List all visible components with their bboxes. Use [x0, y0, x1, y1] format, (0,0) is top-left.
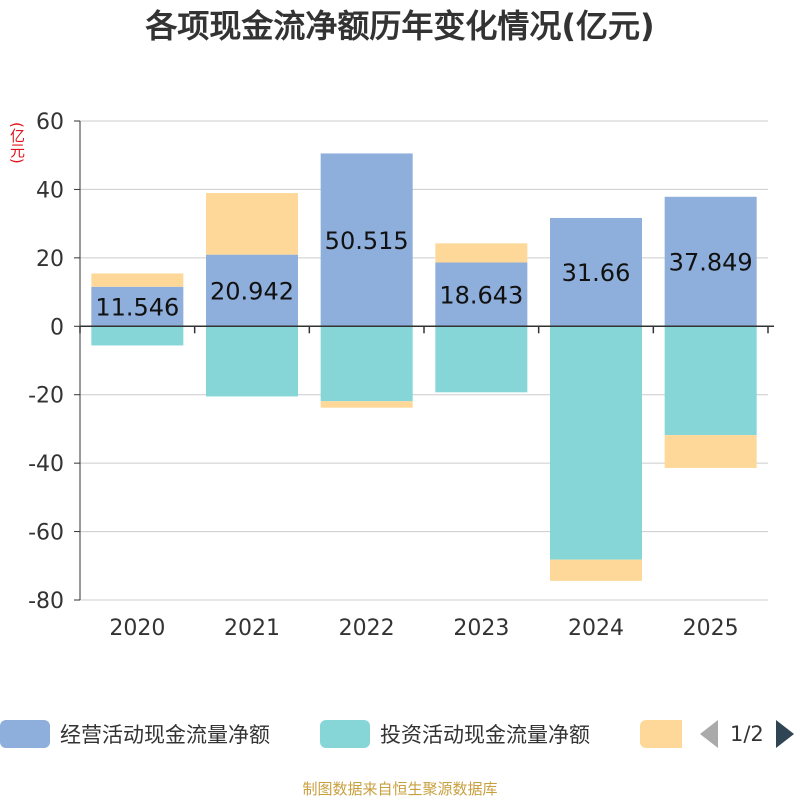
legend-item-operating[interactable]: 经营活动现金流量净额	[0, 716, 270, 752]
bar-0-2025	[664, 196, 757, 327]
y-tick-label: -40	[28, 452, 64, 477]
bar-0-2023	[435, 262, 528, 327]
bar-2-2022	[320, 401, 413, 408]
x-tick-label: 2025	[683, 616, 739, 641]
data-label: 18.643	[439, 281, 523, 309]
y-tick-label: 40	[36, 178, 64, 203]
bar-1-2022	[320, 326, 413, 402]
x-tick-label: 2024	[568, 616, 624, 641]
bar-1-2020	[91, 326, 184, 346]
y-tick-label: 0	[50, 315, 64, 340]
y-tick-label: 20	[36, 247, 64, 272]
legend: 经营活动现金流量净额 投资活动现金流量净额 1/2	[0, 716, 800, 752]
legend-item-investing[interactable]: 投资活动现金流量净额	[320, 716, 590, 752]
y-tick-label: 60	[36, 110, 64, 135]
bar-2-2021	[206, 193, 298, 255]
y-tick-label: -60	[28, 521, 64, 546]
legend-page-indicator: 1/2	[730, 722, 764, 746]
bar-1-2025	[664, 326, 757, 436]
legend-label-operating: 经营活动现金流量净额	[60, 723, 270, 747]
x-tick-label: 2022	[339, 616, 395, 641]
data-label: 37.849	[669, 249, 753, 277]
previous-page-icon[interactable]	[700, 720, 718, 748]
bar-0-2022	[320, 153, 413, 327]
bar-1-2023	[435, 326, 528, 393]
x-tick-label: 2020	[109, 616, 165, 641]
bar-2-2024	[550, 559, 642, 581]
bar-1-2021	[206, 326, 298, 397]
data-label: 20.942	[210, 277, 294, 305]
y-axis-unit-label: (亿元)	[8, 122, 26, 164]
x-tick-label: 2021	[224, 616, 280, 641]
data-label: 50.515	[325, 227, 409, 255]
legend-item-financing[interactable]	[640, 716, 682, 752]
legend-label-investing: 投资活动现金流量净额	[380, 723, 590, 747]
legend-swatch-operating	[0, 720, 50, 748]
legend-swatch-investing	[320, 720, 370, 748]
chart-plot: 60 40 20 0 -20 -40 -60 -80 2020 2021 2022 2023 2024 2…	[28, 110, 774, 641]
bar-2-2020	[91, 273, 184, 287]
bar-1-2024	[550, 326, 642, 560]
chart-title: 各项现金流净额历年变化情况(亿元)	[145, 7, 655, 45]
data-source-note: 制图数据来自恒生聚源数据库	[302, 780, 498, 798]
bar-0-2021	[206, 254, 298, 327]
bar-2-2025	[664, 435, 757, 468]
bar-2-2023	[435, 243, 528, 263]
legend-swatch-financing	[640, 720, 682, 748]
data-label: 11.546	[95, 294, 179, 322]
bar-0-2024	[550, 217, 642, 327]
legend-pager: 1/2	[700, 716, 794, 752]
next-page-icon[interactable]	[775, 720, 794, 748]
bar-0-2020	[91, 286, 184, 327]
x-tick-label: 2023	[453, 616, 509, 641]
y-tick-label: -20	[28, 384, 64, 409]
data-label: 31.66	[562, 259, 631, 287]
y-tick-label: -80	[28, 589, 64, 614]
